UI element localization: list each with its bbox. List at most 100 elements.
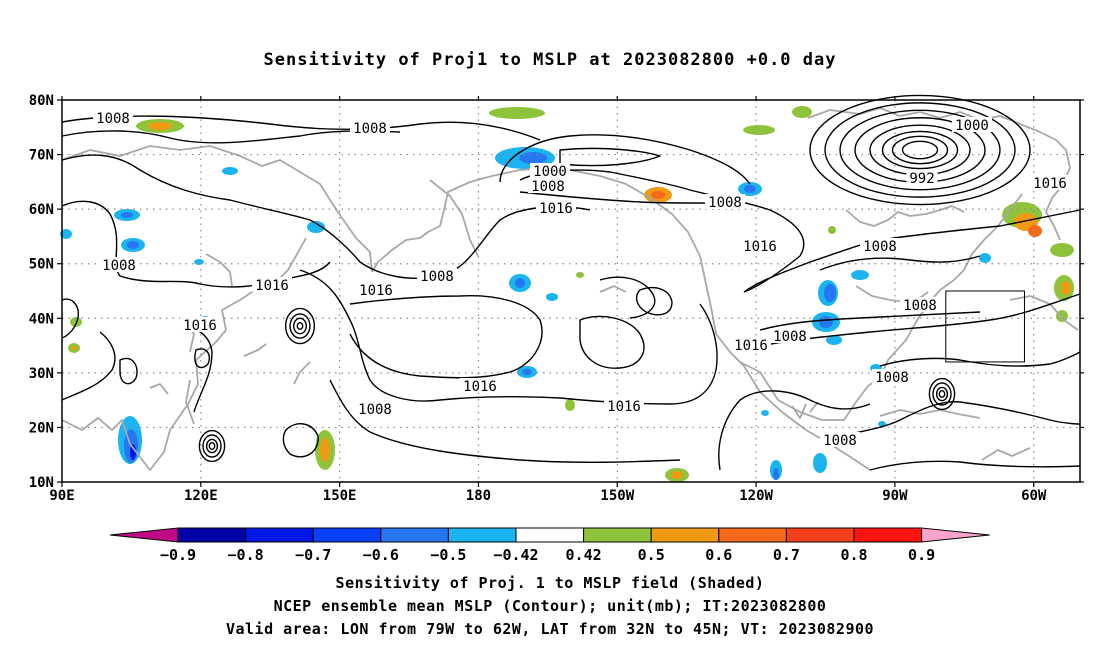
colorbar-label-0: −0.9 [160, 546, 196, 564]
contour-label-22: 1008 [875, 370, 909, 386]
mslp-contour-6 [559, 147, 661, 167]
shade-patch-2 [489, 107, 545, 119]
coast-segment-10 [243, 343, 267, 357]
coast-segment-14 [429, 179, 479, 257]
contour-label-bg-14 [460, 378, 500, 393]
mslp-contour-25 [829, 401, 1081, 441]
shade-patch-10 [744, 185, 756, 193]
contour-label-7: 1008 [420, 269, 454, 285]
shade-patch-56 [761, 410, 769, 416]
shade-patch-16 [60, 229, 72, 239]
footer-line-1: Sensitivity of Proj. 1 to MSLP field (Sh… [335, 574, 765, 592]
contour-label-bg-7 [417, 268, 457, 283]
shade-patch-52 [671, 471, 683, 479]
colorbar-label-8: 0.6 [705, 546, 732, 564]
colorbar-label-4: −0.5 [430, 546, 466, 564]
mslp-contour-17 [119, 357, 138, 385]
shade-patch-40 [979, 253, 991, 263]
coast-segment-15 [293, 361, 311, 385]
colorbar-label-10: 0.8 [840, 546, 867, 564]
contour-label-11: 1016 [183, 318, 217, 334]
mslp-contour-15 [61, 298, 79, 339]
contour-label-10: 1008 [102, 258, 136, 274]
low-center-ring-2-2 [205, 438, 219, 454]
contour-label-1: 1008 [353, 121, 387, 137]
shade-patch-38 [1061, 281, 1071, 295]
coast-segment-1 [61, 145, 373, 273]
shade-patch-18 [194, 259, 204, 265]
shade-patch-5 [743, 125, 775, 135]
shade-patch-55 [813, 453, 827, 473]
shade-patch-1 [148, 122, 172, 130]
lat-label-4: 40N [29, 311, 54, 327]
low-center-ring-3-3 [938, 390, 946, 399]
mslp-contour-20 [759, 311, 981, 331]
contour-label-bg-9 [252, 277, 292, 292]
lat-label-0: 80N [29, 93, 54, 109]
contour-label-bg-13 [731, 337, 771, 352]
contour-label-bg-15 [355, 401, 395, 416]
lat-label-5: 30N [29, 366, 54, 382]
contour-label-13: 1016 [734, 338, 768, 354]
shade-patch-31 [826, 335, 842, 345]
colorbar-bin-9 [718, 527, 787, 543]
contour-label-bg-21 [860, 238, 900, 253]
mslp-contour-2 [61, 154, 591, 279]
coast-segment-3 [739, 193, 1023, 421]
contour-label-6: 1016 [743, 239, 777, 255]
footer-line-2: NCEP ensemble mean MSLP (Contour); unit(… [273, 597, 827, 615]
mslp-contour-8 [299, 269, 718, 405]
low-center-ring-0-1 [824, 102, 1016, 198]
contour-label-bg-17 [900, 297, 940, 312]
shade-patch-22 [576, 272, 584, 278]
mslp-contour-14 [61, 331, 116, 401]
lon-label-4: 150W [600, 488, 634, 504]
mslp-contour-9 [349, 295, 543, 379]
lon-label-1: 120E [184, 488, 218, 504]
contour-label-17: 1008 [903, 298, 937, 314]
lat-label-2: 60N [29, 202, 54, 218]
shade-patch-17 [307, 221, 325, 233]
colorbar-label-9: 0.7 [773, 546, 800, 564]
sensitivity-shading [60, 106, 1074, 482]
coastlines [61, 107, 1079, 471]
colorbar-label-11: 0.9 [908, 546, 935, 564]
shade-patch-36 [1050, 243, 1074, 257]
coast-segment-0 [61, 237, 307, 471]
shade-patch-35 [1028, 225, 1042, 237]
colorbar-label-7: 0.5 [638, 546, 665, 564]
colorbar-bin-4 [380, 527, 449, 543]
contour-label-bg-4 [536, 200, 576, 215]
shade-patch-29 [819, 316, 833, 328]
lat-label-3: 50N [29, 257, 54, 273]
contour-label-15: 1008 [358, 402, 392, 418]
lon-label-6: 90W [882, 488, 908, 504]
contour-label-bg-1 [350, 120, 390, 135]
contour-label-21: 1008 [863, 239, 897, 255]
colorbar-bin-5 [447, 527, 517, 543]
shade-patch-54 [773, 468, 779, 480]
low-center-ring-3-2 [935, 386, 949, 402]
contour-label-bg-3 [528, 178, 568, 193]
colorbar-bin-10 [785, 527, 855, 543]
shade-patch-15 [222, 167, 238, 175]
coast-segment-7 [879, 409, 981, 419]
colorbar-label-3: −0.6 [363, 546, 399, 564]
contour-label-0: 1008 [96, 111, 130, 127]
colorbar-label-6: 0.42 [566, 546, 602, 564]
contour-label-3: 1008 [531, 179, 565, 195]
shade-patch-44 [71, 346, 77, 350]
colorbar: −0.9 −0.8 −0.7 −0.6 −0.5 −0.42 0.42 0.5 0.6 0.7 0.… [109, 527, 990, 564]
contour-label-23: 1008 [823, 433, 857, 449]
shade-patch-24 [522, 369, 532, 375]
coast-segment-5 [845, 205, 965, 227]
coast-segment-13 [599, 285, 627, 293]
shade-patch-12 [121, 212, 133, 218]
contour-label-bg-19 [952, 117, 992, 132]
contour-label-18: 992 [909, 171, 934, 187]
low-center-ring-0-7 [901, 140, 939, 160]
mslp-contour-19 [282, 423, 319, 458]
shade-patch-25 [565, 399, 575, 411]
